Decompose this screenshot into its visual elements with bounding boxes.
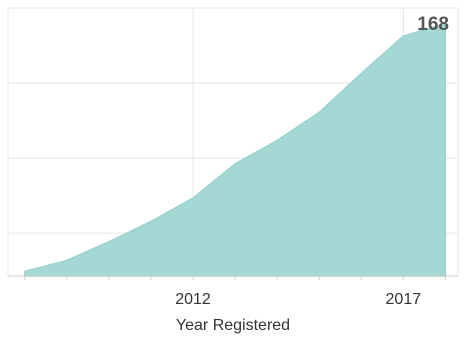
last-value-label: 168	[417, 14, 449, 35]
area-fill	[24, 22, 447, 277]
x-tick-label-2017: 2017	[386, 291, 422, 308]
area-series	[24, 22, 447, 277]
x-tick-label-2012: 2012	[175, 291, 211, 308]
x-axis: 2012 2017	[8, 275, 458, 308]
x-axis-title: Year Registered	[176, 317, 290, 334]
